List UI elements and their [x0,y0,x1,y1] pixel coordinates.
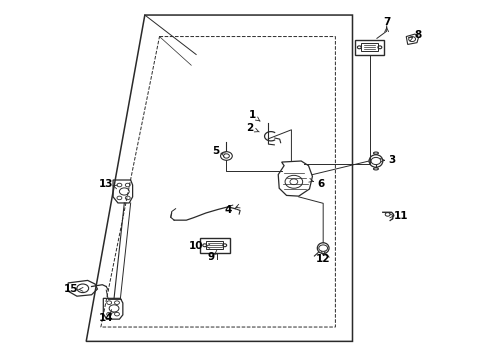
Text: 14: 14 [98,313,113,323]
Text: 5: 5 [212,146,220,156]
Text: 8: 8 [415,30,422,40]
Text: 15: 15 [64,284,79,294]
Text: 10: 10 [189,241,203,251]
Text: 6: 6 [317,179,324,189]
Bar [199,238,230,253]
Text: 2: 2 [246,123,253,133]
Text: 7: 7 [383,17,391,27]
Text: 11: 11 [394,211,409,221]
Text: 4: 4 [224,206,232,216]
Text: 1: 1 [249,111,256,121]
Bar [355,40,384,55]
Text: 3: 3 [388,155,395,165]
Text: 12: 12 [316,254,330,264]
Bar [206,241,223,249]
Bar [361,43,378,51]
Text: 9: 9 [207,252,214,262]
Text: 13: 13 [98,179,113,189]
